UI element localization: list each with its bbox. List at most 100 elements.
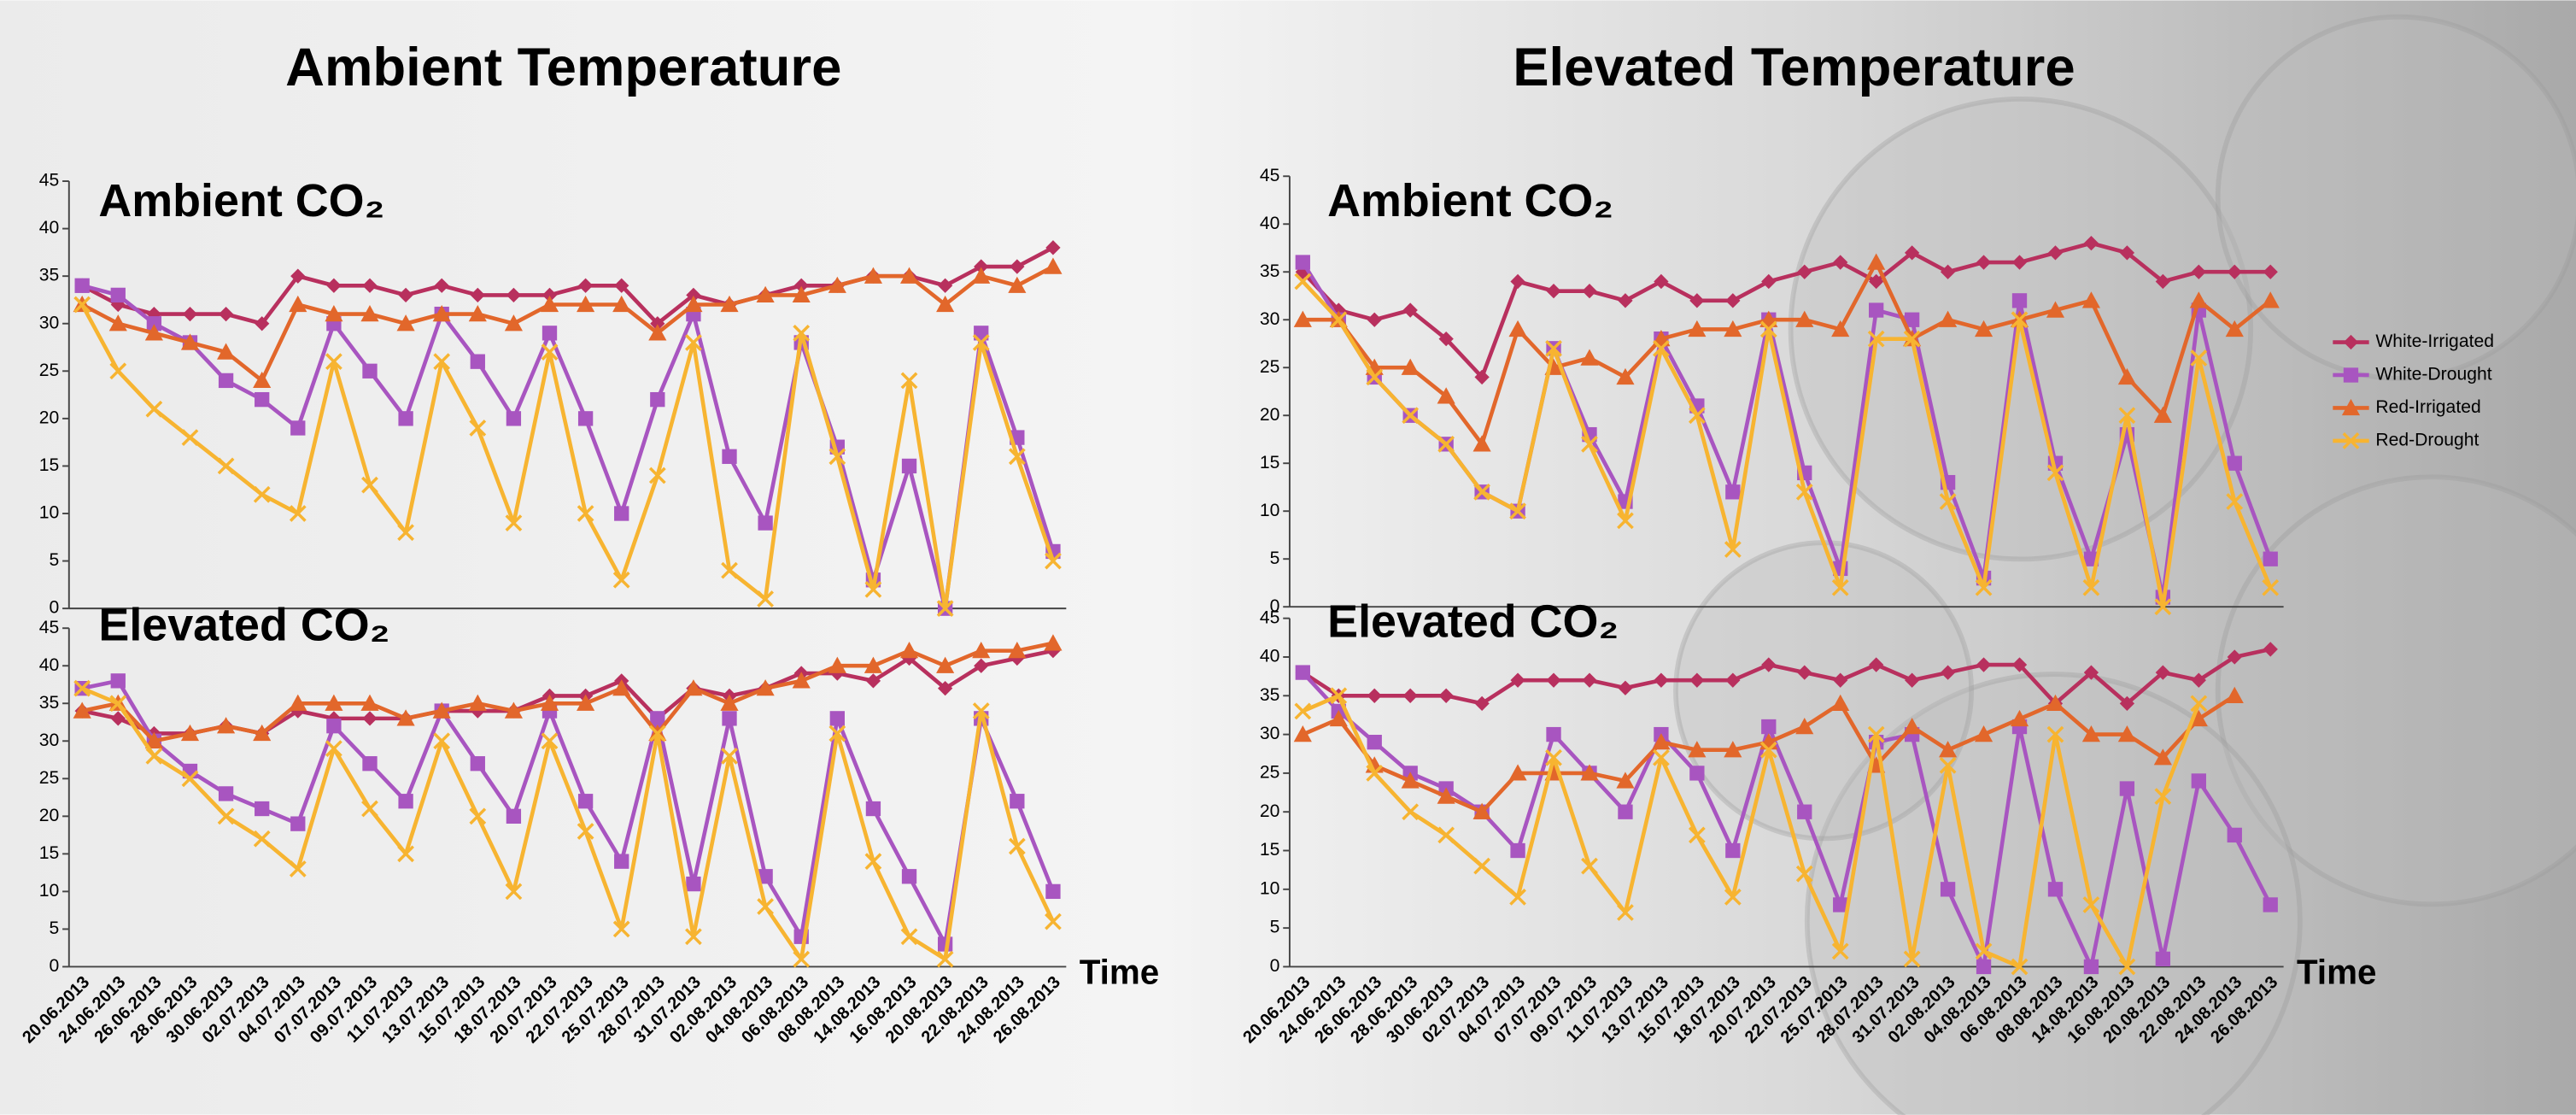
y-tick-label: 40 — [1260, 214, 1280, 233]
y-tick-label: 30 — [1260, 309, 1280, 329]
marker — [578, 794, 593, 808]
marker — [614, 506, 629, 520]
y-tick-label: 40 — [1260, 647, 1280, 666]
y-tick-label: 10 — [1260, 501, 1280, 520]
y-tick-label: 15 — [1260, 840, 1280, 860]
marker — [2228, 456, 2242, 471]
y-tick-label: 10 — [1260, 878, 1280, 898]
marker — [255, 392, 269, 407]
y-tick-label: 5 — [1270, 549, 1280, 568]
y-tick-label: 0 — [49, 956, 59, 976]
chart-subtitle: Elevated CO₂ — [1327, 596, 1619, 648]
marker — [326, 719, 341, 733]
y-tick-label: 10 — [39, 881, 60, 901]
y-tick-label: 45 — [39, 171, 60, 191]
marker — [471, 355, 485, 369]
marker — [362, 756, 377, 771]
y-tick-label: 15 — [39, 455, 60, 475]
marker — [2228, 828, 2242, 842]
column-heading: Ambient Temperature — [285, 38, 841, 97]
y-tick-label: 30 — [1260, 724, 1280, 743]
marker — [2192, 773, 2206, 788]
y-tick-label: 25 — [39, 768, 60, 788]
marker — [471, 756, 485, 771]
y-tick-label: 35 — [39, 266, 60, 285]
y-tick-label: 20 — [1260, 405, 1280, 425]
y-tick-label: 0 — [1270, 956, 1280, 976]
marker — [1725, 484, 1740, 499]
marker — [290, 816, 305, 830]
legend-marker — [2344, 367, 2358, 382]
chart-subtitle: Ambient CO₂ — [98, 175, 384, 226]
marker — [2263, 552, 2278, 566]
x-axis-title: Time — [1080, 953, 1160, 992]
y-tick-label: 40 — [39, 655, 60, 675]
legend-label: White-Drought — [2375, 365, 2491, 384]
marker — [1618, 805, 1632, 819]
marker — [219, 786, 233, 801]
marker — [1296, 665, 1310, 679]
x-axis-title: Time — [2297, 953, 2377, 992]
y-tick-label: 30 — [39, 731, 60, 750]
bubble — [2218, 17, 2576, 379]
y-tick-label: 5 — [49, 918, 59, 938]
y-tick-label: 35 — [1260, 261, 1280, 281]
legend-label: Red-Irrigated — [2375, 397, 2480, 417]
y-tick-label: 20 — [1260, 801, 1280, 821]
marker — [902, 459, 916, 473]
y-tick-label: 45 — [1260, 166, 1280, 185]
marker — [2263, 897, 2278, 912]
marker — [1010, 794, 1024, 808]
marker — [578, 411, 593, 425]
y-tick-label: 45 — [1260, 607, 1280, 627]
marker — [219, 373, 233, 388]
y-tick-label: 35 — [1260, 685, 1280, 705]
marker — [2084, 959, 2099, 974]
marker — [758, 515, 772, 530]
y-tick-label: 35 — [39, 693, 60, 713]
marker — [398, 794, 413, 808]
y-tick-label: 15 — [1260, 453, 1280, 472]
marker — [1976, 959, 1991, 974]
marker — [506, 411, 521, 425]
legend-label: White-Irrigated — [2375, 332, 2494, 351]
marker — [255, 801, 269, 816]
column-heading: Elevated Temperature — [1513, 38, 2075, 97]
marker — [2012, 293, 2027, 308]
marker — [111, 673, 126, 688]
marker — [542, 326, 557, 340]
marker — [75, 279, 90, 293]
marker — [1725, 843, 1740, 858]
y-tick-label: 0 — [49, 598, 59, 618]
marker — [1797, 805, 1812, 819]
marker — [650, 392, 664, 407]
y-tick-label: 20 — [39, 408, 60, 427]
y-tick-label: 5 — [49, 550, 59, 570]
marker — [290, 420, 305, 435]
marker — [2048, 882, 2063, 896]
marker — [1367, 735, 1382, 749]
marker — [1296, 255, 1310, 269]
chart-subtitle: Elevated CO₂ — [98, 599, 389, 650]
y-tick-label: 30 — [39, 313, 60, 332]
y-tick-label: 25 — [39, 361, 60, 380]
marker — [2120, 781, 2134, 795]
y-tick-label: 25 — [1260, 762, 1280, 782]
marker — [650, 711, 664, 725]
y-tick-label: 25 — [1260, 357, 1280, 377]
marker — [1941, 882, 1955, 896]
y-tick-label: 5 — [1270, 918, 1280, 937]
marker — [506, 809, 521, 824]
y-tick-label: 10 — [39, 503, 60, 523]
marker — [722, 449, 736, 464]
y-tick-label: 45 — [39, 618, 60, 637]
marker — [1045, 884, 1060, 899]
y-tick-label: 20 — [39, 806, 60, 825]
marker — [1869, 302, 1883, 317]
marker — [866, 801, 881, 816]
marker — [2156, 952, 2170, 966]
marker — [830, 711, 845, 725]
marker — [686, 877, 700, 891]
legend-label: Red-Drought — [2375, 431, 2479, 450]
marker — [1761, 719, 1776, 734]
